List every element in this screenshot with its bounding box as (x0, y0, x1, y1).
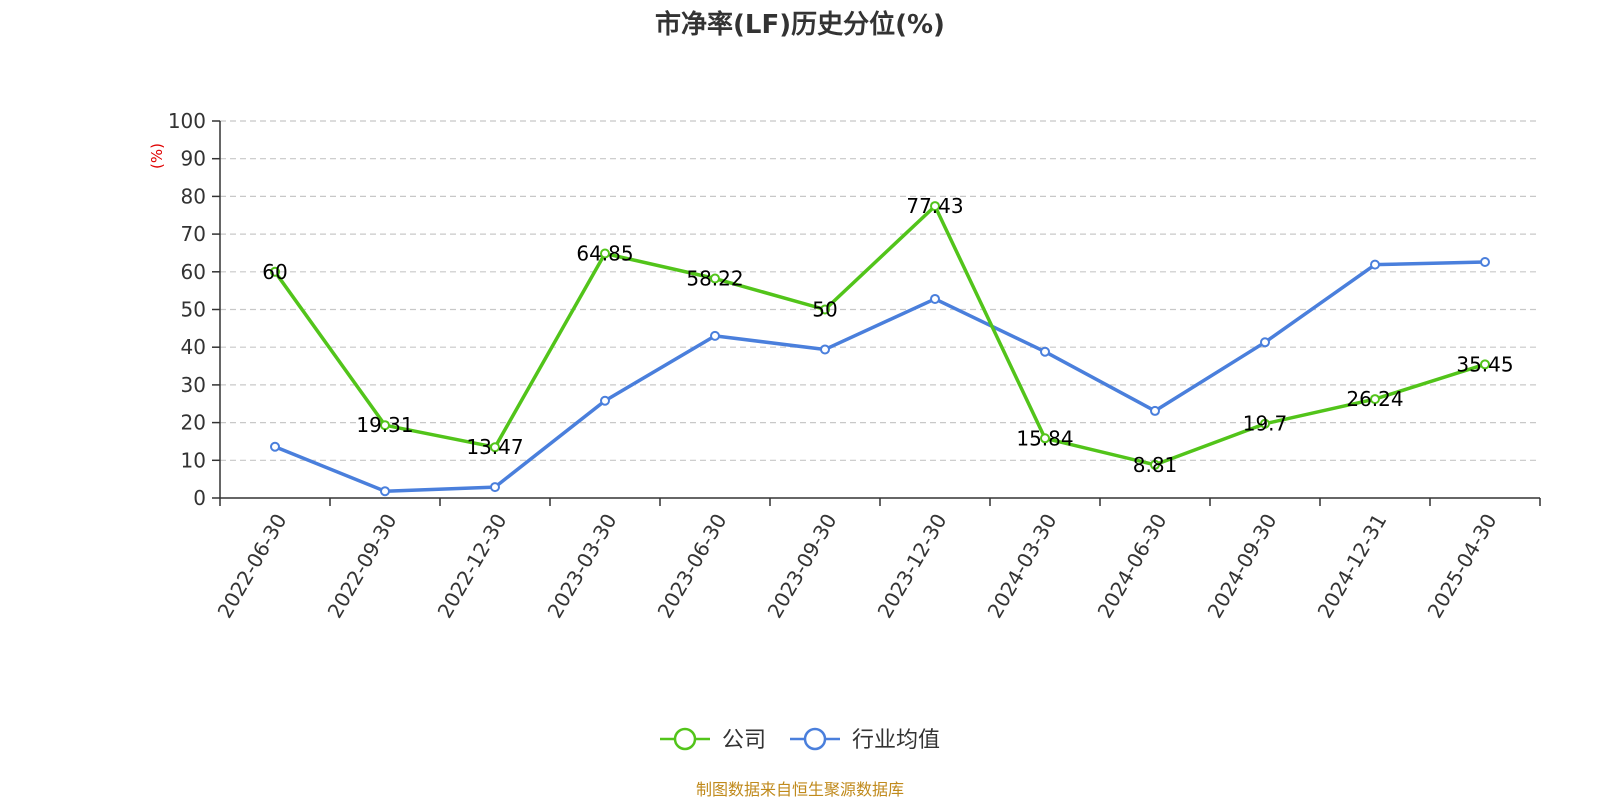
y-tick-label: 80 (181, 184, 206, 208)
data-point-industry[interactable] (930, 293, 940, 304)
data-label-company: 15.84 (1016, 426, 1073, 450)
data-label-company: 60 (262, 260, 287, 284)
y-tick-label: 50 (181, 298, 206, 322)
data-point-industry[interactable] (600, 395, 610, 406)
data-point-company[interactable] (270, 266, 280, 277)
data-label-company: 8.81 (1133, 453, 1178, 477)
data-point-company[interactable] (820, 304, 830, 315)
data-label-company: 26.24 (1346, 387, 1403, 411)
legend-label-industry: 行业均值 (852, 728, 940, 753)
y-tick-label: 0 (193, 486, 206, 510)
data-point-company[interactable] (1150, 459, 1160, 470)
legend-marker-company (673, 727, 697, 751)
y-tick-label: 40 (181, 335, 206, 359)
data-label-company: 35.45 (1456, 352, 1513, 376)
x-tick-label: 2022-06-30 (213, 510, 292, 623)
x-tick-label: 2023-06-30 (653, 510, 732, 623)
data-point-company[interactable] (1370, 394, 1380, 405)
x-tick-label: 2023-03-30 (543, 510, 622, 623)
grid-lines (220, 120, 1540, 461)
legend[interactable]: 公司 行业均值 (660, 727, 940, 753)
x-tick-label: 2024-12-31 (1313, 510, 1392, 623)
data-point-company[interactable] (930, 201, 940, 212)
x-tick-label: 2025-04-30 (1423, 510, 1502, 623)
data-point-company[interactable] (710, 273, 720, 284)
series-line-company (273, 204, 1487, 467)
source-note: 制图数据来自恒生聚源数据库 (696, 780, 904, 799)
legend-item-company[interactable]: 公司 (660, 727, 766, 753)
data-label-company: 19.7 (1243, 412, 1288, 436)
data-labels: 60 19.31 13.47 64.85 58.22 50 77.43 15.84 8.81 19… (262, 194, 1513, 477)
y-tick-label: 60 (181, 260, 206, 284)
data-point-industry[interactable] (1370, 259, 1380, 270)
data-point-company[interactable] (1260, 418, 1270, 429)
data-label-company: 13.47 (466, 435, 523, 459)
chart-title: 市净率(LF)历史分位(%) (655, 9, 945, 40)
axes: 0 10 20 30 40 50 60 70 80 90 100 2022-06-30 2022-09-… (168, 109, 1541, 623)
y-tick-label: 100 (168, 109, 206, 133)
data-point-industry[interactable] (820, 344, 830, 355)
x-tick-label: 2022-09-30 (323, 510, 402, 623)
data-point-industry[interactable] (380, 486, 390, 497)
legend-item-industry[interactable]: 行业均值 (790, 727, 940, 753)
legend-label-company: 公司 (722, 728, 766, 753)
data-point-industry[interactable] (270, 441, 280, 452)
data-point-industry[interactable] (1150, 405, 1160, 416)
data-point-industry[interactable] (490, 482, 500, 493)
data-label-company: 64.85 (576, 242, 633, 266)
series-lines (270, 201, 1490, 497)
y-axis-unit: (%) (148, 143, 166, 169)
data-point-industry[interactable] (1040, 346, 1050, 357)
x-tick-label: 2023-12-30 (873, 510, 952, 623)
y-tick-label: 30 (181, 373, 206, 397)
data-label-company: 50 (812, 298, 837, 322)
data-point-company[interactable] (600, 248, 610, 259)
data-point-industry[interactable] (710, 330, 720, 341)
data-point-company[interactable] (1040, 433, 1050, 444)
data-label-company: 77.43 (906, 194, 963, 218)
y-tick-label: 90 (181, 147, 206, 171)
data-point-industry[interactable] (1480, 256, 1490, 267)
data-label-company: 58.22 (686, 267, 743, 291)
data-label-company: 19.31 (356, 413, 413, 437)
data-point-company[interactable] (490, 442, 500, 453)
legend-marker-industry (803, 727, 827, 751)
data-point-company[interactable] (1480, 359, 1490, 370)
x-tick-label: 2024-03-30 (983, 510, 1062, 623)
series-line-industry (273, 260, 1487, 493)
x-tick-label: 2024-09-30 (1203, 510, 1282, 623)
data-point-industry[interactable] (1260, 337, 1270, 348)
x-tick-label: 2024-06-30 (1093, 510, 1172, 623)
x-tick-label: 2023-09-30 (763, 510, 842, 623)
x-tick-label: 2022-12-30 (433, 510, 512, 623)
data-point-company[interactable] (380, 420, 390, 431)
y-tick-label: 10 (181, 448, 206, 472)
y-tick-label: 70 (181, 222, 206, 246)
y-tick-label: 20 (181, 411, 206, 435)
